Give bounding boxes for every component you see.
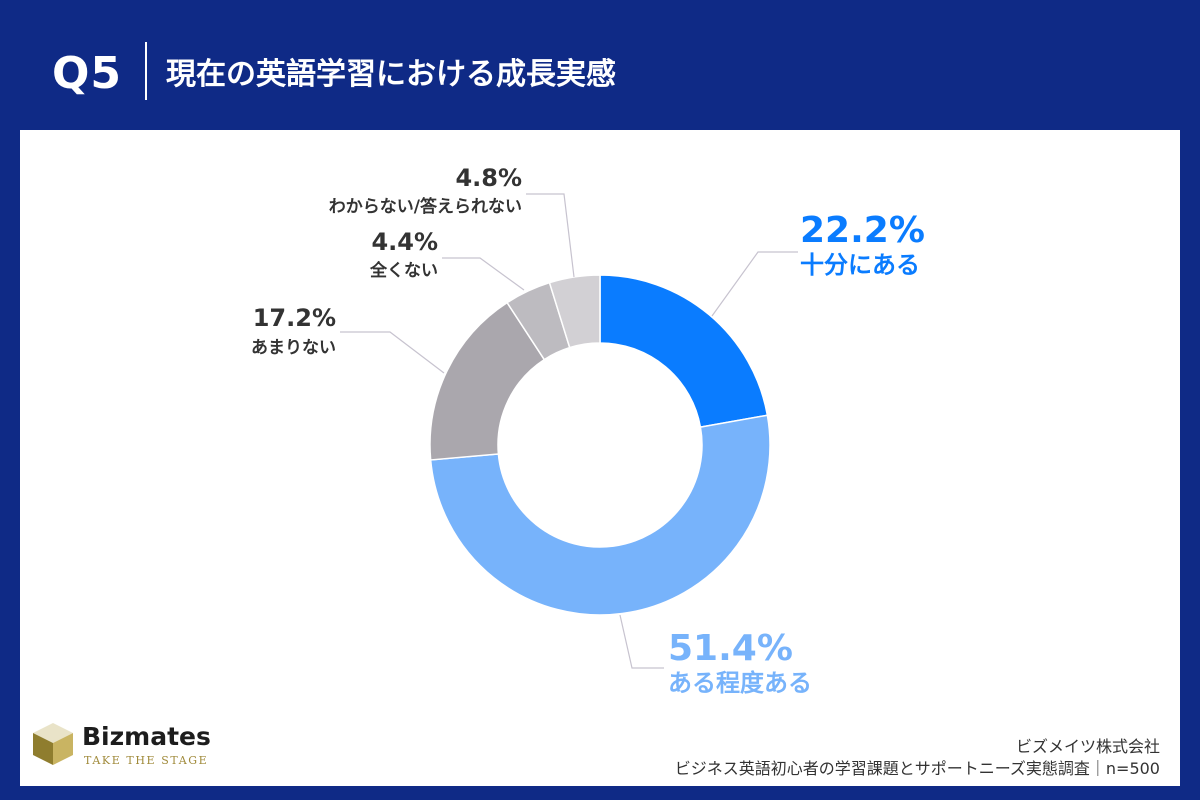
value-label-not-much: 17.2%: [253, 304, 336, 332]
leader-line-unknown: [526, 193, 575, 278]
header-divider: [145, 42, 147, 100]
labels-group: 22.2%十分にある 51.4%ある程度ある 17.2% あまりない 4.4% 全くない 4…: [251, 164, 925, 697]
chart-card: 22.2% 十分にある 51.4% ある程度ある 17.2% あまりない 4.4% 全くない 4…: [20, 130, 1180, 786]
company-name: ビズメイツ株式会社: [1015, 737, 1160, 756]
slice-somewhat: [429, 414, 771, 616]
slice-sufficient: [599, 274, 769, 429]
brand-logo: Bizmates TAKE THE STAGE: [30, 718, 230, 770]
leader-line-not-at-all: [442, 257, 525, 291]
value-label-unknown: 4.8%: [455, 164, 522, 192]
source-note: ビズメイツ株式会社 ビジネス英語初心者の学習課題とサポートニーズ実態調査｜n=5…: [675, 736, 1160, 780]
category-label-somewhat: ある程度ある: [668, 669, 812, 697]
slices-group: [429, 274, 771, 616]
leader-line-somewhat: [619, 614, 664, 669]
survey-caption: ビジネス英語初心者の学習課題とサポートニーズ実態調査｜n=500: [674, 759, 1160, 778]
category-label-not-much: あまりない: [251, 338, 336, 358]
leader-line-not-much: [340, 331, 445, 374]
value-label-not-at-all: 4.4%: [371, 228, 438, 256]
value-label-sufficient: 22.2%: [800, 210, 925, 251]
category-label-not-at-all: 全くない: [369, 260, 438, 281]
leader-line-sufficient: [711, 251, 798, 317]
value-label-somewhat: 51.4%: [668, 628, 793, 669]
cube-logo-icon: [33, 723, 73, 765]
category-label-sufficient: 十分にある: [800, 251, 920, 279]
slice-unknown: [548, 274, 601, 349]
leader-lines-group: [340, 193, 798, 669]
brand-tagline: TAKE THE STAGE: [84, 754, 209, 767]
category-label-unknown: わからない/答えられない: [329, 196, 522, 217]
header: Q5 現在の英語学習における成長実感: [0, 0, 1200, 130]
brand-name: Bizmates: [82, 722, 211, 751]
page-title: 現在の英語学習における成長実感: [166, 57, 616, 92]
question-number: Q5: [52, 48, 123, 99]
donut-chart: 22.2%十分にある 51.4%ある程度ある 17.2% あまりない 4.4% 全くない 4…: [251, 164, 925, 697]
